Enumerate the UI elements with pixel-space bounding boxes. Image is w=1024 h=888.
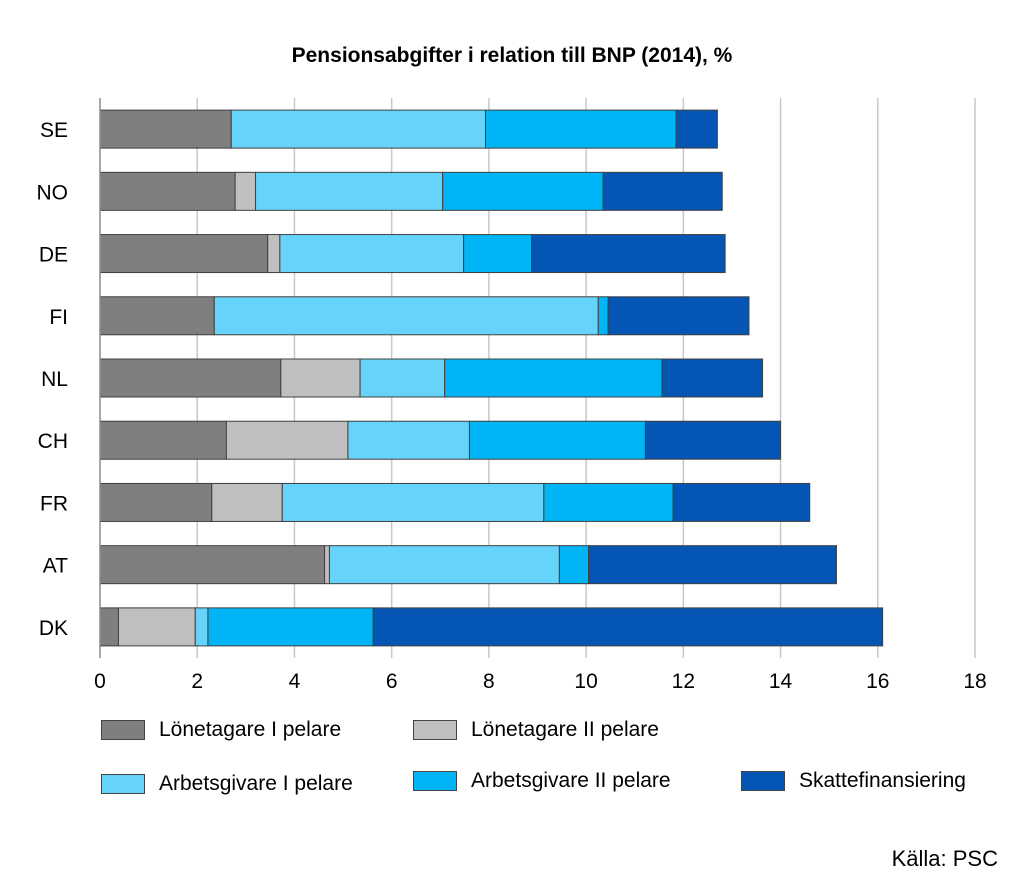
bar-segment (280, 358, 361, 398)
legend-swatch (413, 771, 457, 791)
bar-segment (543, 482, 674, 522)
legend-label: Arbetsgivare I pelare (159, 772, 353, 795)
bar-segment (99, 171, 236, 211)
x-tick-label: 12 (672, 670, 695, 693)
x-tick-label: 18 (963, 670, 986, 693)
bar-segment (372, 607, 884, 647)
bar-segment (99, 545, 326, 585)
legend-item-lonetagare-1: Lönetagare I pelare (101, 718, 341, 742)
category-label: CH (38, 430, 68, 453)
bars (99, 109, 884, 647)
category-label: DE (39, 244, 68, 267)
legend-item-arbetsgivare-2: Arbetsgivare II pelare (413, 769, 671, 793)
bar-segment (99, 482, 213, 522)
bar-segment (558, 545, 590, 585)
bar-segment (99, 234, 269, 274)
bar-segment (607, 296, 750, 336)
axes: SE NO DE FI NL CH FR AT DK 0 2 4 6 8 10 12 14 16 18 (37, 98, 987, 693)
bar-segment (99, 109, 232, 149)
bar-segment (213, 296, 599, 336)
x-tick-label: 10 (574, 670, 597, 693)
x-tick-label: 8 (483, 670, 495, 693)
category-label: FR (40, 492, 68, 515)
legend-label: Lönetagare II pelare (471, 718, 659, 741)
bar-segment (602, 171, 723, 211)
x-tick-label: 2 (191, 670, 203, 693)
bar-segment (99, 420, 227, 460)
bar-segment (230, 109, 486, 149)
bar-segment (442, 171, 604, 211)
bar-segment (99, 358, 282, 398)
bar-segment (597, 296, 609, 336)
category-label: FI (49, 306, 68, 329)
bar-segment (661, 358, 764, 398)
bar-segment (281, 482, 545, 522)
bar-segment (644, 420, 782, 460)
bar-segment (99, 296, 215, 336)
bar-segment (672, 482, 811, 522)
bar-segment (531, 234, 726, 274)
bar-segment (225, 420, 349, 460)
bar-segment (463, 234, 533, 274)
bar-segment (234, 171, 257, 211)
bar-segment (324, 545, 330, 585)
bar-segment (99, 607, 119, 647)
bar-segment (444, 358, 663, 398)
legend-swatch (101, 774, 145, 794)
legend-swatch (741, 771, 785, 791)
category-label: SE (40, 119, 68, 142)
legend-label: Arbetsgivare II pelare (471, 769, 671, 792)
bar-segment (117, 607, 196, 647)
legend-label: Lönetagare I pelare (159, 718, 342, 741)
bar-segment (588, 545, 837, 585)
bar-segment (347, 420, 470, 460)
x-tick-label: 16 (866, 670, 889, 693)
category-label: AT (43, 555, 68, 578)
bar-segment (194, 607, 209, 647)
legend-item-skattefinansiering: Skattefinansiering (741, 769, 966, 793)
chart-title: Pensionsabgifter i relation till BNP (20… (291, 44, 733, 67)
x-tick-label: 14 (769, 670, 793, 693)
stacked-bar-chart: SE NO DE FI NL CH FR AT DK 0 2 4 6 8 10 12 14 16 18 (37, 98, 987, 693)
legend-swatch (413, 720, 457, 740)
source-note: Källa: PSC (891, 846, 998, 871)
category-label: NL (41, 368, 68, 391)
legend-item-lonetagare-2: Lönetagare II pelare (413, 718, 659, 742)
bar-segment (675, 109, 718, 149)
legend-swatch (101, 720, 145, 740)
x-tick-label: 6 (386, 670, 398, 693)
bar-segment (328, 545, 560, 585)
bar-segment (255, 171, 444, 211)
x-tick-label: 0 (94, 670, 106, 693)
bar-segment (359, 358, 446, 398)
bar-segment (484, 109, 677, 149)
category-label: DK (39, 617, 68, 640)
bar-segment (468, 420, 646, 460)
legend-label: Skattefinansiering (799, 769, 966, 792)
legend-item-arbetsgivare-1: Arbetsgivare I pelare (101, 772, 353, 796)
bar-segment (267, 234, 281, 274)
bar-segment (211, 482, 283, 522)
bar-segment (207, 607, 374, 647)
x-tick-label: 4 (289, 670, 301, 693)
bar-segment (279, 234, 465, 274)
category-label: NO (37, 181, 69, 204)
